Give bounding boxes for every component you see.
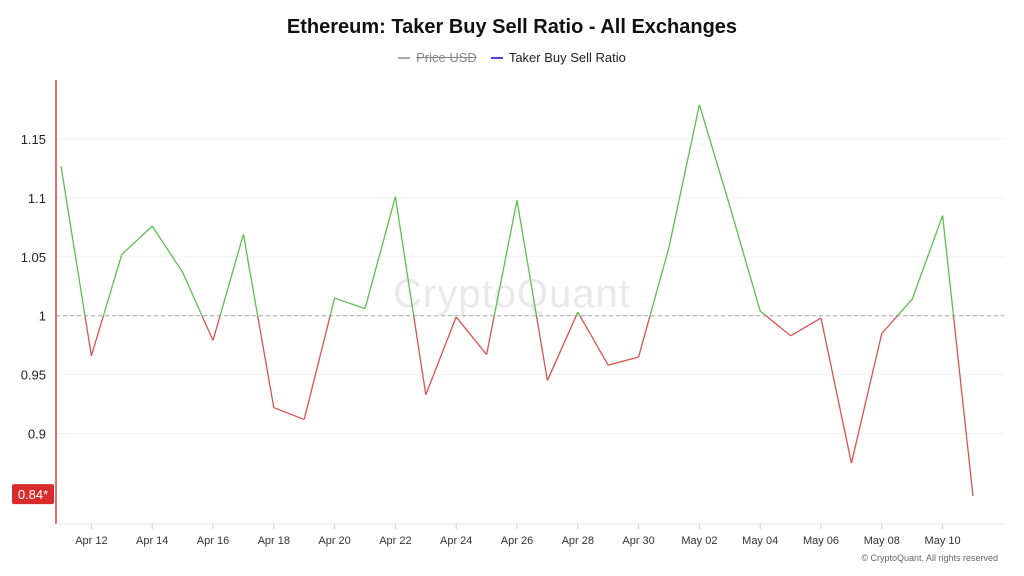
x-tick-label: Apr 30 — [622, 535, 654, 547]
x-tick-label: Apr 16 — [197, 535, 229, 547]
series-segment — [329, 297, 336, 316]
series-segment — [425, 316, 457, 395]
x-tick-label: Apr 18 — [258, 535, 290, 547]
x-tick-label: Apr 22 — [379, 535, 411, 547]
series-segment — [952, 315, 974, 497]
series-segment — [759, 310, 767, 317]
series-segment — [820, 317, 853, 464]
series-segment — [765, 315, 792, 337]
last-value-label: 0.84* — [18, 487, 48, 502]
copyright-text: © CryptoQuant. All rights reserved — [861, 553, 998, 563]
legend-item-price-usd[interactable]: Price USD — [398, 50, 477, 65]
series-segment — [455, 316, 488, 356]
series-segment — [577, 311, 581, 317]
series-segment — [273, 407, 305, 421]
series-segment — [121, 225, 153, 255]
y-tick-label: 1 — [39, 309, 46, 324]
series-segment — [84, 315, 93, 356]
x-tick-label: Apr 12 — [75, 535, 107, 547]
x-tick-label: May 10 — [925, 535, 961, 547]
x-tick-label: Apr 20 — [318, 535, 350, 547]
x-tick-label: Apr 28 — [562, 535, 594, 547]
x-tick-label: May 08 — [864, 535, 900, 547]
legend-label-taker-ratio: Taker Buy Sell Ratio — [508, 50, 626, 65]
series-segment — [219, 234, 245, 316]
last-value-badge: 0.84* — [12, 484, 54, 505]
series-segment — [649, 247, 670, 316]
series-segment — [334, 297, 366, 310]
series-segment — [881, 315, 899, 334]
x-tick-label: Apr 14 — [136, 535, 168, 547]
legend-swatch-price-usd — [398, 56, 411, 59]
series-segment — [102, 254, 123, 316]
series-segment — [493, 200, 518, 316]
series-segment — [90, 315, 105, 356]
series-segment — [729, 205, 761, 312]
series-segment — [911, 215, 944, 300]
axes — [55, 80, 1004, 525]
series-segment — [698, 104, 731, 207]
series-segment — [637, 315, 651, 358]
series-segment — [151, 225, 184, 273]
x-tick-label: Apr 26 — [501, 535, 533, 547]
series-segment — [941, 215, 955, 316]
series-segment — [546, 315, 577, 381]
last-value-badge-bg — [12, 484, 54, 505]
y-tick-label: 1.15 — [21, 132, 46, 147]
series-segment — [364, 196, 397, 309]
chart-title: Ethereum: Taker Buy Sell Ratio - All Exc… — [286, 16, 738, 38]
series-segment — [485, 315, 495, 355]
series-segment — [850, 333, 883, 464]
y-tick-label: 0.95 — [21, 368, 46, 383]
series-segment — [516, 200, 538, 316]
y-tick-label: 0.9 — [28, 427, 46, 442]
series-segment — [182, 271, 203, 316]
x-axis-ticks: Apr 12 Apr 14 Apr 16 Apr 18 Apr 20 Apr 22 Apr … — [75, 524, 961, 547]
x-tick-label: Apr 24 — [440, 535, 472, 547]
series-segment — [212, 315, 221, 341]
legend-item-taker-ratio[interactable]: Taker Buy Sell Ratio — [490, 50, 626, 65]
series-segment — [201, 315, 214, 341]
series-segment — [668, 104, 701, 248]
series-segment — [413, 315, 427, 395]
series-segment — [242, 234, 259, 316]
series-segment — [257, 315, 275, 408]
series-segment — [535, 315, 549, 381]
series-segment — [579, 315, 609, 366]
legend-label-price-usd: Price USD — [416, 50, 477, 65]
y-tick-label: 1.05 — [21, 250, 46, 265]
y-tick-label: 1.1 — [28, 191, 46, 206]
series-segment — [303, 315, 331, 420]
x-tick-label: May 06 — [803, 535, 839, 547]
series-segment — [394, 196, 415, 316]
legend: Price USD Taker Buy Sell Ratio — [0, 50, 1024, 65]
x-tick-label: May 04 — [742, 535, 778, 547]
grid-lines — [56, 138, 1004, 435]
series-lines — [60, 104, 974, 497]
x-tick-label: May 02 — [681, 535, 717, 547]
series-segment — [897, 298, 913, 317]
series-segment — [60, 165, 86, 316]
series-segment — [608, 356, 639, 366]
y-axis-ticks: 0.9 0.95 1 1.05 1.1 1.15 — [21, 132, 46, 442]
legend-swatch-taker-ratio — [490, 56, 503, 59]
series-segment — [790, 317, 822, 337]
